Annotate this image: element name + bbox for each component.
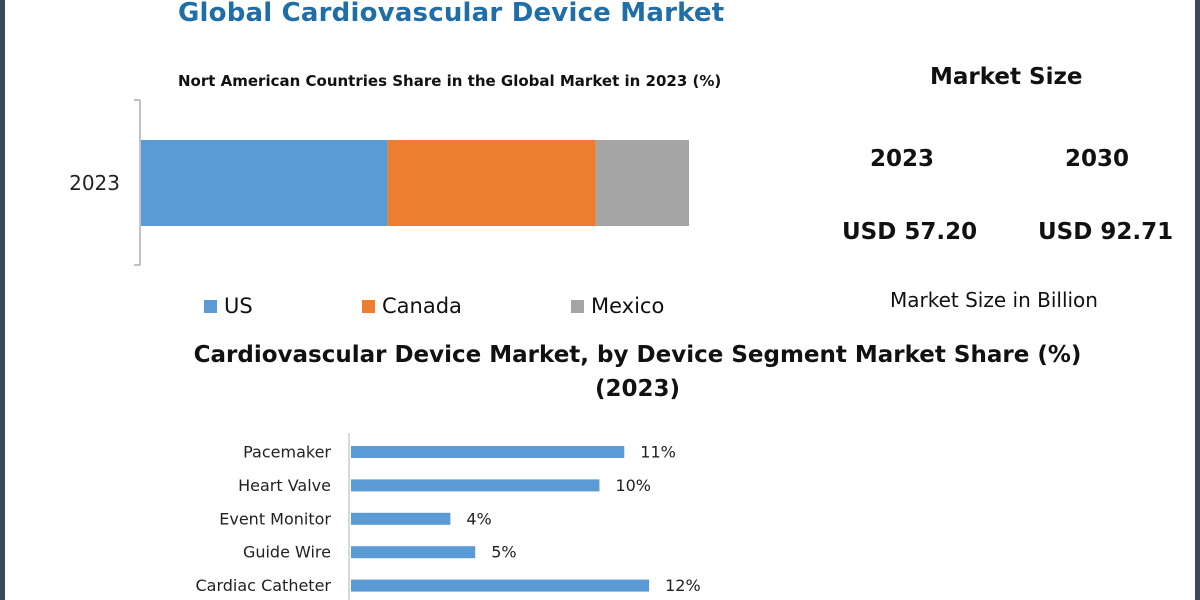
legend-swatch-canada <box>362 299 375 313</box>
segment-bar-heart-valve <box>351 479 600 492</box>
segment-data-label-pacemaker: 11% <box>640 443 676 462</box>
legend-label-us: US <box>224 294 253 318</box>
market-size-heading: Market Size <box>930 64 1083 90</box>
market-size-value-2023: USD 57.20 <box>842 219 978 245</box>
segment-bar-guide-wire <box>351 546 476 559</box>
legend-item-canada: Canada <box>362 294 462 318</box>
legend-item-us: US <box>204 294 253 318</box>
segment-data-label-heart-valve: 10% <box>615 476 651 495</box>
legend-swatch-mexico <box>571 299 584 313</box>
legend-label-canada: Canada <box>382 294 462 318</box>
share-bar-segment-mexico <box>595 140 689 226</box>
market-size-unit-label: Market Size in Billion <box>890 288 1098 312</box>
right-border <box>1195 0 1200 600</box>
segment-chart-title-line-1: Cardiovascular Device Market, by Device … <box>193 342 1082 368</box>
segment-data-label-event-monitor: 4% <box>466 509 491 528</box>
share-bar-segment-us <box>141 140 388 226</box>
share-bar-segment-canada <box>387 140 596 226</box>
segment-category-label-cardiac-catheter: Cardiac Catheter <box>196 576 332 595</box>
segment-chart-title: Cardiovascular Device Market, by Device … <box>180 338 1095 406</box>
legend-item-mexico: Mexico <box>571 294 664 318</box>
segment-bar-cardiac-catheter <box>351 579 650 592</box>
share-legend: US Canada Mexico <box>0 294 700 324</box>
segment-bar-event-monitor <box>351 512 451 525</box>
page-title: Global Cardiovascular Device Market <box>178 0 725 28</box>
legend-swatch-us <box>204 299 217 313</box>
segment-data-label-cardiac-catheter: 12% <box>665 576 701 595</box>
share-chart-title: Nort American Countries Share in the Glo… <box>178 72 722 90</box>
segment-bar-pacemaker <box>351 446 625 458</box>
share-chart-category-label: 2023 <box>69 171 120 195</box>
left-border <box>0 0 5 600</box>
market-size-year-2023: 2023 <box>870 146 935 172</box>
market-size-value-2030: USD 92.71 <box>1038 219 1174 245</box>
share-stacked-bar-chart: 2023 <box>69 99 689 266</box>
segment-data-label-guide-wire: 5% <box>491 543 516 562</box>
legend-label-mexico: Mexico <box>591 294 665 318</box>
segment-chart-title-line-2: (2023) <box>594 376 681 402</box>
segment-category-label-heart-valve: Heart Valve <box>238 476 331 495</box>
segment-category-label-pacemaker: Pacemaker <box>243 443 331 462</box>
segment-category-label-guide-wire: Guide Wire <box>243 543 331 562</box>
segment-category-label-event-monitor: Event Monitor <box>219 509 331 528</box>
market-size-year-2030: 2030 <box>1065 146 1130 172</box>
segment-bar-chart: Pacemaker 11% Heart Valve 10% Event Monitor 4… <box>196 433 701 600</box>
